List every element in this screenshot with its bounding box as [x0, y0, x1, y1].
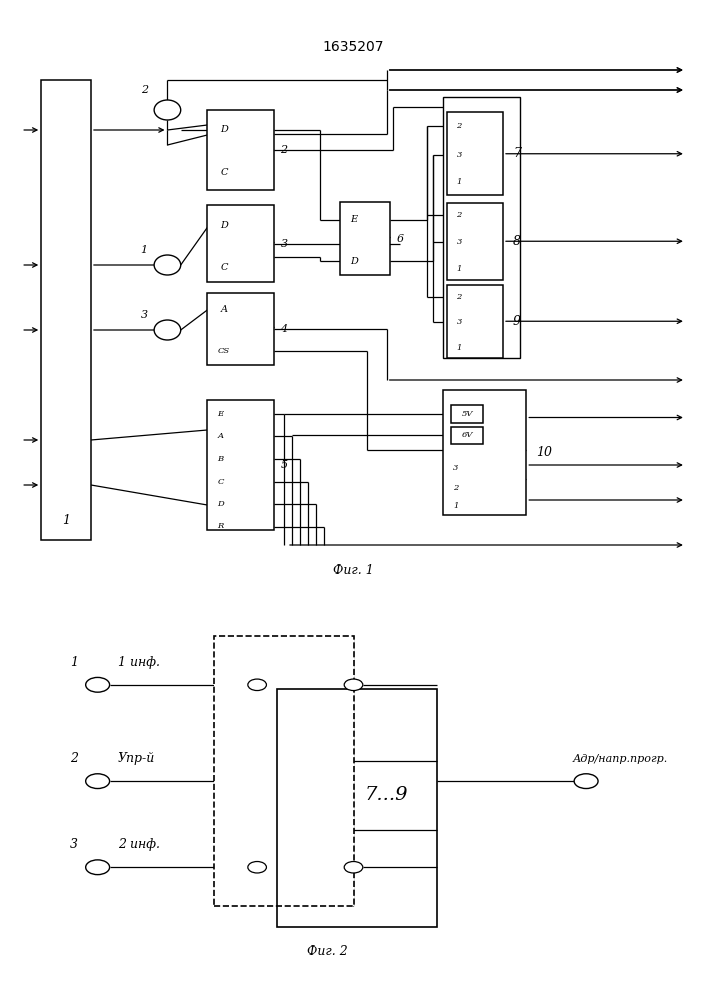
Text: C: C [221, 263, 228, 272]
Text: 3: 3 [457, 238, 462, 246]
Bar [447, 202, 503, 280]
Text: CS: CS [217, 347, 229, 355]
Text: 3: 3 [141, 310, 148, 320]
Bar [451, 426, 483, 444]
Text: 2: 2 [281, 145, 288, 155]
Text: 8: 8 [513, 235, 521, 248]
Text: 2: 2 [457, 211, 462, 219]
Circle shape [86, 860, 110, 875]
Text: 1: 1 [62, 514, 70, 526]
Text: 10: 10 [537, 446, 552, 459]
Bar [451, 405, 483, 422]
Bar [443, 98, 520, 358]
Text: 9: 9 [513, 315, 521, 328]
Text: C: C [217, 478, 223, 486]
Text: Адр/напр.прогр.: Адр/напр.прогр. [573, 754, 668, 764]
Text: 1: 1 [457, 265, 462, 273]
Text: 2: 2 [457, 293, 462, 301]
Text: 1: 1 [457, 178, 462, 186]
Text: C: C [221, 168, 228, 177]
Text: R: R [217, 522, 223, 530]
Text: D: D [217, 500, 224, 508]
Text: D: D [221, 221, 228, 230]
Text: A: A [217, 432, 223, 440]
Bar [443, 390, 526, 515]
Text: A: A [221, 305, 228, 314]
Circle shape [86, 774, 110, 789]
Bar [41, 80, 91, 540]
Bar [207, 205, 274, 282]
Text: 3: 3 [281, 239, 288, 249]
Text: 2: 2 [457, 122, 462, 130]
Text: D: D [221, 125, 228, 134]
Circle shape [248, 862, 267, 873]
Text: 6: 6 [397, 234, 404, 244]
Text: 2: 2 [70, 752, 78, 765]
Bar [447, 285, 503, 358]
Text: E: E [217, 410, 223, 418]
Text: 1 инф.: 1 инф. [117, 656, 160, 669]
Text: D: D [350, 256, 358, 265]
Text: 7...9: 7...9 [365, 786, 409, 804]
Circle shape [86, 677, 110, 692]
Text: 3: 3 [453, 464, 459, 472]
Circle shape [574, 774, 598, 789]
Text: Фиг. 1: Фиг. 1 [333, 564, 374, 576]
Bar [207, 292, 274, 365]
Circle shape [344, 862, 363, 873]
Circle shape [154, 100, 181, 120]
Text: Упр-й: Упр-й [117, 752, 155, 765]
Text: 1: 1 [453, 502, 459, 510]
Text: 1635207: 1635207 [323, 40, 384, 54]
Text: B: B [217, 455, 223, 463]
Text: 1: 1 [70, 656, 78, 669]
Circle shape [248, 679, 267, 691]
Text: 1: 1 [141, 245, 148, 255]
Circle shape [344, 679, 363, 691]
Bar [207, 110, 274, 190]
Bar [447, 112, 503, 195]
Bar [277, 689, 437, 927]
Bar [207, 400, 274, 530]
Text: Фиг. 2: Фиг. 2 [307, 945, 347, 958]
Text: 4: 4 [281, 324, 288, 334]
Text: 3: 3 [457, 318, 462, 326]
Text: 2: 2 [453, 484, 459, 491]
Text: 5V: 5V [462, 410, 473, 418]
Circle shape [154, 320, 181, 340]
Circle shape [154, 255, 181, 275]
Text: 3: 3 [457, 151, 462, 159]
Text: 7: 7 [513, 147, 521, 160]
Text: 3: 3 [70, 838, 78, 851]
Text: 2 инф.: 2 инф. [117, 838, 160, 851]
Text: E: E [350, 216, 357, 225]
Text: 1: 1 [457, 344, 462, 353]
Bar [340, 202, 390, 275]
Text: 5: 5 [281, 460, 288, 470]
Text: 2: 2 [141, 85, 148, 95]
Text: 6V: 6V [462, 431, 473, 439]
Bar [214, 636, 354, 906]
